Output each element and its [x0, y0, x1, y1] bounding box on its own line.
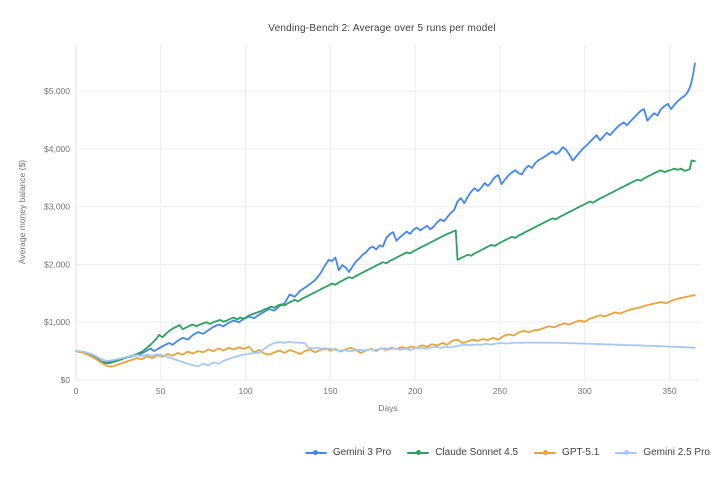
series-line-gemini-3-pro[interactable] [75, 62, 696, 364]
legend-marker-gemini-2-5-pro [615, 448, 638, 457]
legend-item-claude-sonnet-4-5[interactable]: Claude Sonnet 4.5 [407, 447, 518, 458]
legend-marker-claude-sonnet-4-5 [407, 448, 430, 457]
y-tick-label: $1,000 [44, 317, 70, 327]
y-tick-label: $2,000 [44, 259, 70, 269]
legend-item-gemini-3-pro[interactable]: Gemini 3 Pro [304, 447, 392, 458]
legend-item-gpt-5-1[interactable]: GPT-5.1 [534, 447, 599, 458]
x-tick-label: 200 [408, 386, 422, 396]
legend-marker-gpt-5-1 [534, 448, 557, 457]
legend-label: Claude Sonnet 4.5 [435, 447, 519, 458]
y-tick-label: $4,000 [44, 144, 70, 154]
legend-item-gemini-2-5-pro[interactable]: Gemini 2.5 Pro [615, 447, 710, 458]
legend-label: GPT-5.1 [562, 447, 600, 458]
x-tick-label: 0 [74, 386, 79, 396]
legend-marker-gemini-3-pro [304, 448, 327, 457]
x-tick-label: 250 [493, 386, 507, 396]
chart-title: Vending-Bench 2: Average over 5 runs per… [268, 23, 496, 34]
x-tick-label: 300 [578, 386, 592, 396]
gridlines [75, 45, 700, 381]
series-line-gemini-2-5-pro[interactable] [75, 341, 696, 368]
x-tick-label: 100 [238, 386, 252, 396]
x-tick-label: 150 [323, 386, 337, 396]
legend: Gemini 3 Pro Claude Sonnet 4.5 GPT-5.1 G… [0, 447, 710, 458]
y-tick-label: $5,000 [44, 86, 70, 96]
legend-label: Gemini 2.5 Pro [643, 447, 710, 458]
series-line-claude-sonnet-4-5[interactable] [75, 159, 696, 365]
y-axis-title: Average money balance ($) [17, 160, 27, 264]
x-tick-label: 350 [662, 386, 676, 396]
series-line-gpt-5-1[interactable] [75, 294, 696, 368]
x-tick-label: 50 [156, 386, 166, 396]
y-tick-label: $3,000 [44, 202, 70, 212]
x-axis-title: Days [378, 403, 397, 413]
y-tick-label: $0 [61, 375, 71, 385]
legend-label: Gemini 3 Pro [332, 447, 392, 458]
